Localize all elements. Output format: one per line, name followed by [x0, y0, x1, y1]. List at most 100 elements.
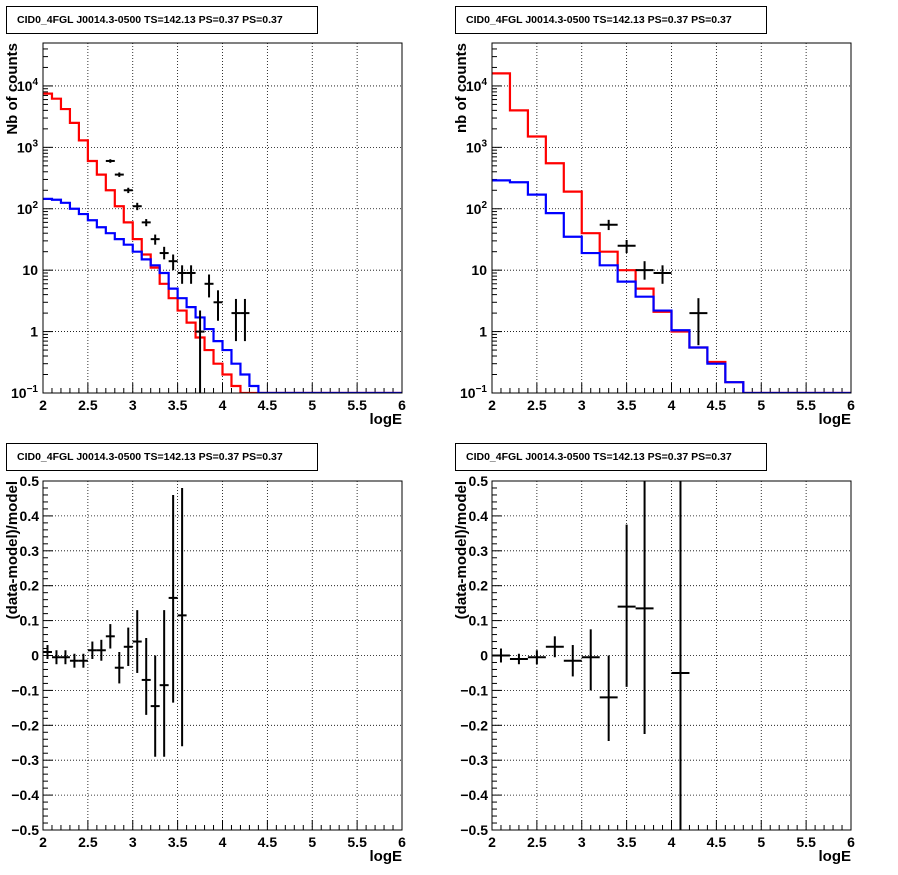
data-point	[195, 310, 205, 393]
x-tick-label: 2.5	[527, 834, 547, 850]
x-tick-label: 4.5	[258, 834, 278, 850]
residual-point	[69, 653, 79, 668]
series-model-source	[492, 179, 851, 393]
data-point	[159, 246, 169, 260]
grid-lines	[492, 43, 851, 393]
data-point	[689, 298, 708, 346]
y-tick-label: 0.1	[20, 613, 40, 629]
y-tick-label: 0	[31, 648, 39, 664]
x-axis-label: logE	[370, 411, 403, 428]
residual-point	[581, 629, 600, 691]
residual-point	[114, 652, 124, 684]
x-tick-label: 2	[488, 397, 496, 413]
data-layer	[43, 487, 187, 757]
y-tick-label: 0.5	[469, 473, 489, 489]
series-model-total	[43, 92, 402, 393]
residual-point	[96, 639, 106, 661]
residual-point	[492, 648, 510, 663]
data-point	[204, 274, 214, 298]
residual-point	[87, 641, 97, 659]
residual-point	[617, 524, 636, 687]
x-axis-label: logE	[370, 848, 403, 865]
y-tick-label: 10	[471, 262, 487, 278]
x-tick-label: 4	[668, 397, 676, 413]
plot-frame	[491, 480, 852, 831]
plot-frame	[491, 42, 852, 394]
data-point	[105, 159, 115, 163]
y-tick-label: 0.5	[20, 473, 40, 489]
series-model-total	[492, 72, 851, 393]
x-tick-label: 4	[668, 834, 676, 850]
plot-frame	[42, 480, 403, 831]
counts-panel-left: CID0_4FGL J0014.3-0500 TS=142.13 PS=0.37…	[0, 0, 449, 437]
x-tick-label: 6	[847, 834, 855, 850]
residual-point	[123, 627, 133, 666]
residual-plot-right: 2 2.5 3 3.5 4 4.5 5 5.5 6 −0.5 −0.4 −0.3 −0.2 −0.1 0 0.…	[453, 473, 855, 865]
grid-lines	[43, 481, 402, 830]
residual-panel-left: CID0_4FGL J0014.3-0500 TS=142.13 PS=0.37…	[0, 437, 449, 874]
y-tick-label: 0.2	[469, 578, 489, 594]
x-tick-label: 3.5	[617, 834, 637, 850]
data-point	[177, 265, 187, 284]
chart-title: CID0_4FGL J0014.3-0500 TS=142.13 PS=0.37…	[6, 443, 318, 471]
x-tick-label: 5	[308, 397, 316, 413]
y-tick-label: 0.4	[469, 508, 489, 524]
x-tick-label: 3	[129, 834, 137, 850]
x-tick-label: 2.5	[78, 397, 98, 413]
data-point	[635, 261, 654, 280]
x-tick-label: 6	[398, 397, 406, 413]
x-tick-label: 2	[488, 834, 496, 850]
x-tick-label: 3	[129, 397, 137, 413]
x-tick-label: 5.5	[796, 397, 816, 413]
y-tick-label: −0.4	[11, 787, 39, 803]
data-point	[123, 187, 133, 194]
grid-lines	[492, 481, 851, 830]
residual-point	[51, 650, 61, 665]
x-axis-label: logE	[819, 848, 852, 865]
residual-point	[545, 636, 564, 658]
data-point	[617, 239, 636, 254]
y-tick-label: 0.3	[20, 543, 40, 559]
y-tick-label: 102	[466, 200, 488, 217]
residual-point	[78, 653, 88, 668]
data-layer	[492, 72, 851, 393]
data-point	[240, 298, 250, 342]
x-tick-label: 4	[219, 397, 227, 413]
data-point	[213, 290, 223, 321]
counts-panel-right: CID0_4FGL J0014.3-0500 TS=142.13 PS=0.37…	[449, 0, 898, 437]
y-tick-label: −0.4	[460, 787, 488, 803]
x-tick-label: 5	[308, 834, 316, 850]
x-tick-label: 5.5	[796, 834, 816, 850]
residual-plot-left: 2 2.5 3 3.5 4 4.5 5 5.5 6 −0.5 −0.4 −0.3 −0.2 −0.1 0 0.…	[4, 473, 406, 865]
x-tick-label: 3.5	[168, 834, 188, 850]
y-tick-label: −0.3	[11, 752, 39, 768]
chart-title: CID0_4FGL J0014.3-0500 TS=142.13 PS=0.37…	[6, 6, 318, 34]
y-tick-label: 0	[480, 648, 488, 664]
y-tick-label: −0.5	[460, 822, 488, 838]
x-tick-label: 4.5	[707, 834, 727, 850]
residual-point	[177, 487, 187, 747]
y-tick-label: 103	[466, 138, 488, 155]
y-tick-label: 1	[30, 324, 38, 340]
residual-point	[635, 481, 654, 735]
x-tick-label: 6	[398, 834, 406, 850]
residual-point	[150, 655, 160, 757]
x-tick-label: 3	[578, 397, 586, 413]
residual-point	[671, 481, 690, 830]
x-tick-label: 2	[39, 397, 47, 413]
data-point	[231, 298, 241, 342]
chart-title: CID0_4FGL J0014.3-0500 TS=142.13 PS=0.37…	[455, 6, 767, 34]
data-point	[141, 219, 151, 227]
y-tick-label: 10−1	[11, 384, 38, 401]
x-axis-label: logE	[819, 411, 852, 428]
x-tick-label: 5.5	[347, 397, 367, 413]
x-tick-label: 4.5	[258, 397, 278, 413]
data-point	[132, 202, 142, 211]
y-tick-label: −0.1	[460, 682, 488, 698]
residual-point	[60, 650, 70, 665]
data-point	[653, 265, 672, 284]
x-tick-label: 2.5	[527, 397, 547, 413]
x-tick-label: 6	[847, 397, 855, 413]
x-tick-label: 2.5	[78, 834, 98, 850]
y-tick-label: 0.3	[469, 543, 489, 559]
